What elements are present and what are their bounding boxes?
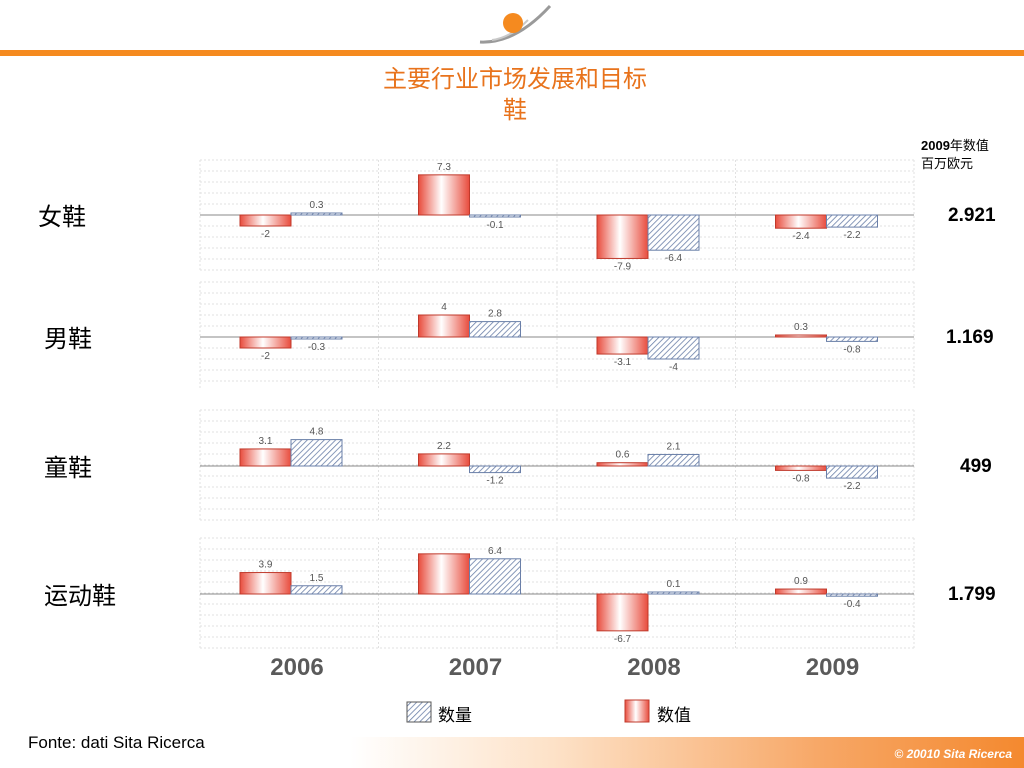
data-label: -6.7 xyxy=(614,634,632,645)
panel-category-label: 男鞋 xyxy=(44,325,92,353)
data-label: 3.9 xyxy=(259,560,273,571)
data-label: -6.4 xyxy=(665,253,683,264)
bar-quantity xyxy=(647,336,700,360)
top-accent-rule xyxy=(0,50,1024,56)
data-label: 0.9 xyxy=(794,576,808,587)
data-label: -1.2 xyxy=(486,476,504,487)
bar-value xyxy=(418,174,470,216)
x-tick-label: 2006 xyxy=(270,654,323,681)
data-label: -0.3 xyxy=(308,342,326,353)
x-tick-label: 2007 xyxy=(449,654,502,681)
legend-label-value: 数值 xyxy=(657,706,691,726)
panel-total-value: 499 xyxy=(960,456,992,477)
source-note: Fonte: dati Sita Ricerca xyxy=(28,733,205,752)
company-logo-icon xyxy=(479,4,552,44)
chart-panel: -2 4 -3.1 0.3 -0.3 2.8 -4 -0.8 男鞋 1.169 xyxy=(44,281,994,390)
bar-quantity xyxy=(290,336,343,340)
data-label: 0.3 xyxy=(310,200,324,211)
data-label: -2 xyxy=(261,229,270,240)
chart-panel: 3.9 -6.7 0.9 1.5 6.4 0.1 -0.4 运动鞋 1.799 xyxy=(44,537,996,649)
data-label: 2.2 xyxy=(437,441,451,452)
data-label: 3.1 xyxy=(259,436,273,447)
data-label: -2 xyxy=(261,351,270,362)
data-label: 4 xyxy=(441,302,447,313)
data-label: 4.8 xyxy=(310,427,324,438)
legend-label-quantity: 数量 xyxy=(438,706,472,726)
slide-title: 主要行业市场发展和目标 鞋 xyxy=(0,64,1024,126)
bar-value xyxy=(775,465,827,471)
footer-bar: © 20010 Sita Ricerca xyxy=(350,737,1024,768)
bar-quantity xyxy=(826,465,878,479)
unit-note: 2009年数值 百万欧元 xyxy=(921,137,989,174)
bar-value xyxy=(239,336,292,349)
chart-panel: -2 7.3 -7.9 -2.4 0.3 -0.1 -6.4 -2.2 女鞋 2.921 xyxy=(38,159,996,272)
bar-quantity xyxy=(469,321,521,338)
bar-quantity xyxy=(469,558,521,595)
bar-quantity xyxy=(290,585,343,595)
bar-quantity xyxy=(647,453,700,467)
bar-quantity xyxy=(826,336,878,342)
bar-value xyxy=(418,553,470,595)
bar-value xyxy=(775,588,827,595)
bar-quantity xyxy=(826,593,878,597)
bar-quantity xyxy=(469,465,521,474)
panel-category-label: 童鞋 xyxy=(44,454,92,482)
panel-total-value: 2.921 xyxy=(948,205,996,226)
bar-value xyxy=(596,462,649,467)
data-label: 0.3 xyxy=(794,322,808,333)
bar-quantity xyxy=(469,214,521,218)
bar-quantity xyxy=(290,439,343,467)
data-label: 1.5 xyxy=(310,573,324,584)
bar-value xyxy=(775,334,827,338)
legend-swatch-value xyxy=(624,699,650,723)
unit-note-year-suffix: 年数值 xyxy=(949,139,989,154)
data-label: -3.1 xyxy=(614,357,632,368)
data-label: 6.4 xyxy=(488,546,502,557)
data-label: -2.4 xyxy=(792,231,810,242)
data-label: -2.2 xyxy=(843,481,861,492)
data-label: 2.8 xyxy=(488,309,502,320)
title-line-2: 鞋 xyxy=(503,96,527,124)
data-label: 0.6 xyxy=(616,450,630,461)
bar-value xyxy=(775,214,827,229)
bar-value xyxy=(418,314,470,338)
bar-quantity xyxy=(647,214,700,251)
data-label: 7.3 xyxy=(437,162,451,173)
bar-value xyxy=(239,448,292,467)
data-label: -0.8 xyxy=(843,344,861,355)
data-label: 0.1 xyxy=(667,579,681,590)
x-tick-label: 2008 xyxy=(627,654,680,681)
title-line-1: 主要行业市场发展和目标 xyxy=(383,65,647,93)
unit-note-unit: 百万欧元 xyxy=(921,157,974,172)
x-tick-label: 2009 xyxy=(806,654,859,681)
data-label: -2.2 xyxy=(843,230,861,241)
bar-value xyxy=(239,572,292,595)
bar-chart: -2 7.3 -7.9 -2.4 0.3 -0.1 -6.4 -2.2 女鞋 2.921 -2 4 -3… xyxy=(38,159,996,681)
chart-panel: 3.1 2.2 0.6 -0.8 4.8 -1.2 2.1 -2.2 童鞋 499 xyxy=(44,409,992,521)
data-label: -7.9 xyxy=(614,261,632,272)
bar-value xyxy=(596,336,649,355)
copyright-text: © 20010 Sita Ricerca xyxy=(894,747,1012,761)
panel-category-label: 运动鞋 xyxy=(44,582,116,610)
data-label: -0.1 xyxy=(486,220,504,231)
bar-quantity xyxy=(290,212,343,216)
data-label: -0.8 xyxy=(792,473,810,484)
data-label: -0.4 xyxy=(843,599,861,610)
bar-value xyxy=(596,214,649,259)
bar-value xyxy=(418,453,470,467)
data-label: -4 xyxy=(669,362,678,373)
bar-quantity xyxy=(826,214,878,228)
panel-total-value: 1.799 xyxy=(948,584,996,605)
panel-total-value: 1.169 xyxy=(946,327,994,348)
legend-swatch-quantity xyxy=(406,701,432,723)
panel-category-label: 女鞋 xyxy=(38,203,86,231)
data-label: 2.1 xyxy=(667,441,681,452)
unit-note-year: 2009 xyxy=(921,138,950,153)
bar-quantity xyxy=(647,591,700,595)
bar-value xyxy=(596,593,649,632)
bar-value xyxy=(239,214,292,227)
